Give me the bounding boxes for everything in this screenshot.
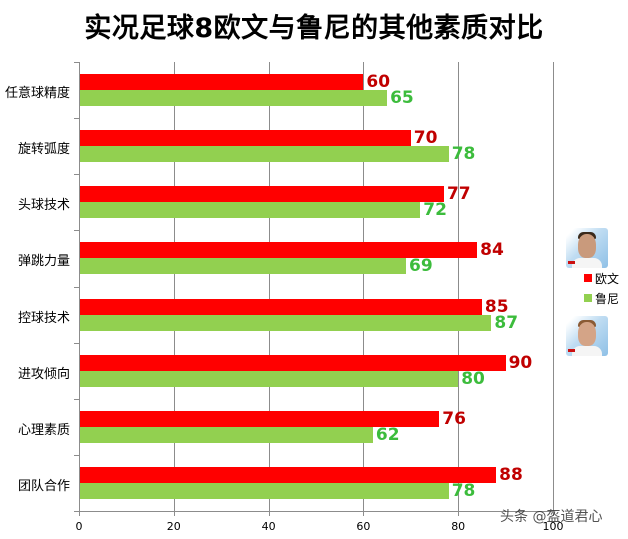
watermark: 头条 @盔道君心 <box>500 509 603 525</box>
bar-rooney <box>79 314 492 331</box>
y-tick <box>74 511 79 512</box>
data-label-owen: 60 <box>366 72 391 93</box>
bar-rooney <box>79 370 459 387</box>
x-tick <box>268 511 270 516</box>
data-label-owen: 70 <box>413 128 438 149</box>
data-label-rooney: 80 <box>461 368 485 389</box>
bar-rooney <box>79 146 449 163</box>
rooney-swatch-icon <box>584 294 592 302</box>
x-tick <box>173 511 175 516</box>
bar-rooney <box>79 426 373 443</box>
y-tick <box>74 398 79 400</box>
gridline <box>268 62 270 511</box>
category-label: 任意球精度 <box>4 86 70 102</box>
legend-label-owen: 欧文 <box>595 271 620 286</box>
bar-owen <box>79 242 478 259</box>
x-tick <box>363 511 365 516</box>
data-label-rooney: 87 <box>494 312 519 333</box>
data-label-owen: 76 <box>442 408 466 429</box>
data-label-owen: 90 <box>508 352 533 373</box>
x-tick-label: 100 <box>542 520 564 533</box>
gridline <box>458 62 460 511</box>
y-axis <box>79 62 80 511</box>
category-label: 团队合作 <box>17 478 70 494</box>
chart-title: 实况足球8欧文与鲁尼的其他素质对比 <box>84 13 544 44</box>
bar-rooney <box>79 90 388 107</box>
data-label-rooney: 78 <box>451 480 476 501</box>
x-tick-label: 40 <box>261 520 276 533</box>
x-tick-label: 20 <box>166 520 181 533</box>
category-label: 心理素质 <box>17 422 70 438</box>
x-tick <box>79 511 80 516</box>
gridline <box>553 62 554 511</box>
x-tick <box>458 511 460 516</box>
bar-owen <box>79 466 497 483</box>
category-label: 旋转弧度 <box>17 142 70 158</box>
x-tick-label: 80 <box>451 520 466 533</box>
data-label-rooney: 62 <box>375 424 400 445</box>
gridline <box>363 62 365 511</box>
legend: 欧文 鲁尼 <box>566 228 628 356</box>
legend-item-rooney: 鲁尼 <box>584 288 628 308</box>
legend-item-owen: 欧文 <box>584 268 628 288</box>
bar-owen <box>79 298 482 315</box>
owen-portrait-icon <box>566 228 608 268</box>
y-tick <box>74 174 79 176</box>
bar-owen <box>79 186 444 203</box>
x-axis <box>74 511 554 512</box>
category-label: 头球技术 <box>17 198 70 214</box>
bar-owen <box>79 74 364 91</box>
category-label: 弹跳力量 <box>17 254 70 270</box>
legend-label-rooney: 鲁尼 <box>595 291 620 306</box>
plot-area: 60 65 70 78 77 72 84 69 85 87 90 80 76 62 88 78 <box>79 62 554 511</box>
data-label-owen: 85 <box>484 296 509 317</box>
bar-owen <box>79 410 440 427</box>
data-label-rooney: 65 <box>390 88 414 109</box>
y-tick <box>74 286 79 288</box>
bar-rooney <box>79 482 449 499</box>
owen-swatch-icon <box>584 274 592 282</box>
bar-rooney <box>79 202 421 219</box>
data-label-owen: 88 <box>499 464 523 485</box>
y-tick <box>74 230 79 232</box>
y-tick <box>74 118 79 120</box>
x-tick-label: 0 <box>75 520 83 533</box>
y-tick <box>74 454 79 456</box>
y-tick <box>74 62 79 63</box>
category-label: 控球技术 <box>17 310 70 326</box>
data-label-owen: 84 <box>480 240 504 261</box>
gridline <box>173 62 175 511</box>
data-label-rooney: 78 <box>451 144 476 165</box>
bar-rooney <box>79 258 407 275</box>
x-tick-label: 60 <box>356 520 371 533</box>
y-tick <box>74 342 79 344</box>
bar-owen <box>79 354 506 371</box>
data-label-owen: 77 <box>446 184 471 205</box>
x-tick <box>553 511 554 516</box>
data-label-rooney: 69 <box>409 256 433 277</box>
category-label: 进攻倾向 <box>17 366 70 382</box>
rooney-portrait-icon <box>566 316 608 356</box>
data-label-rooney: 72 <box>423 200 447 221</box>
bar-owen <box>79 130 411 147</box>
